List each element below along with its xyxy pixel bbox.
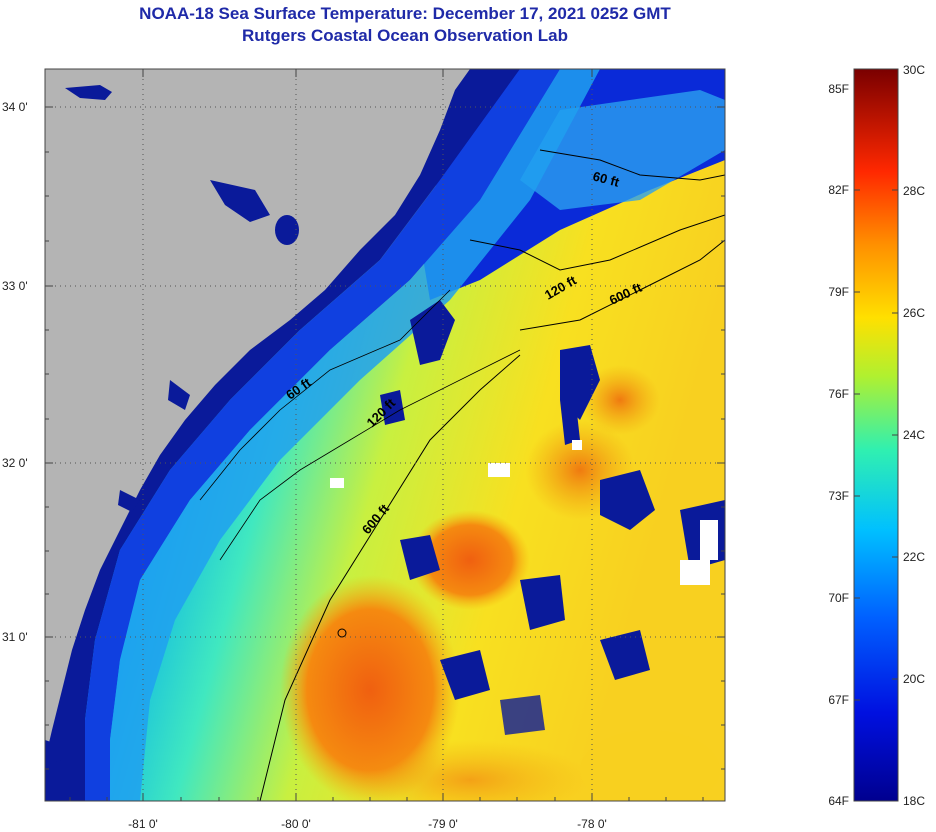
cloud-mask — [520, 575, 565, 630]
colorbar-label-f: 70F — [828, 591, 849, 605]
cloud-mask — [380, 390, 405, 425]
isobath-120ft-north — [469, 214, 725, 271]
isobath-60ft-north — [539, 149, 725, 181]
longitude-label: -79 0' — [428, 817, 458, 831]
colorbar-label-c: 22C — [903, 550, 925, 564]
inland-water — [65, 85, 112, 100]
cloud-mask — [560, 395, 580, 445]
longitude-label: -80 0' — [281, 817, 311, 831]
colorbar-label-f: 64F — [828, 794, 849, 808]
inland-water — [118, 490, 140, 512]
latitude-label: 32 0' — [2, 456, 28, 470]
cloud-mask — [600, 630, 650, 680]
warm-patch — [580, 730, 720, 801]
isobath-600ft — [259, 354, 521, 801]
colorbar-label-c: 26C — [903, 306, 925, 320]
colorbar-label-f: 67F — [828, 693, 849, 707]
cloud-white — [488, 463, 510, 477]
colorbar-label-c: 18C — [903, 794, 925, 808]
latitude-label: 31 0' — [2, 630, 28, 644]
warm-patch — [350, 740, 590, 801]
cloud-mask — [500, 695, 545, 735]
cloud-mask — [400, 535, 440, 580]
latitude-label: 33 0' — [2, 279, 28, 293]
cloud-mask — [440, 650, 490, 700]
nearshore-cyan-band — [110, 69, 600, 801]
warm-patch — [580, 365, 660, 435]
isobath-60ft — [199, 289, 451, 501]
isobath-label: 60 ft — [591, 168, 621, 190]
map-title: NOAA-18 Sea Surface Temperature: Decembe… — [139, 4, 671, 23]
isobath-600ft-north — [519, 239, 725, 331]
colorbar-label-f: 73F — [828, 489, 849, 503]
isobath-120ft — [219, 349, 521, 561]
map-plot-area — [45, 69, 725, 801]
map-subtitle: Rutgers Coastal Ocean Observation Lab — [242, 26, 568, 45]
cloud-white — [572, 440, 582, 450]
colorbar-label-f: 82F — [828, 183, 849, 197]
longitude-label: -78 0' — [577, 817, 607, 831]
colorbar-label-c: 24C — [903, 428, 925, 442]
land-mass — [45, 69, 470, 760]
cloud-mask — [600, 470, 655, 530]
cloud-white — [700, 520, 718, 560]
colorbar-ticks — [854, 189, 898, 701]
inland-lake — [275, 215, 299, 245]
inland-water — [210, 180, 270, 222]
colorbar-label-c: 20C — [903, 672, 925, 686]
warm-eddy — [410, 510, 530, 610]
cloud-mask — [410, 300, 455, 365]
axis-ticks — [45, 69, 725, 801]
cloud-white — [680, 560, 710, 585]
cloud-white — [330, 478, 344, 488]
map-frame — [44, 68, 726, 802]
colorbar-label-f: 79F — [828, 285, 849, 299]
colorbar-label-f: 85F — [828, 82, 849, 96]
colorbar-label-f: 76F — [828, 387, 849, 401]
buoy-marker — [337, 628, 347, 638]
colorbar: 85F 82F 79F 76F 73F 70F 67F 64F 30C 28C … — [828, 63, 925, 808]
longitude-label: -81 0' — [128, 817, 158, 831]
latitude-label: 34 0' — [2, 100, 28, 114]
inland-water — [168, 380, 190, 410]
inland-water — [45, 740, 62, 765]
nearshore-blue-band — [85, 69, 560, 801]
colorbar-label-c: 30C — [903, 63, 925, 77]
colorbar-label-c: 28C — [903, 184, 925, 198]
colorbar-gradient — [853, 68, 899, 802]
